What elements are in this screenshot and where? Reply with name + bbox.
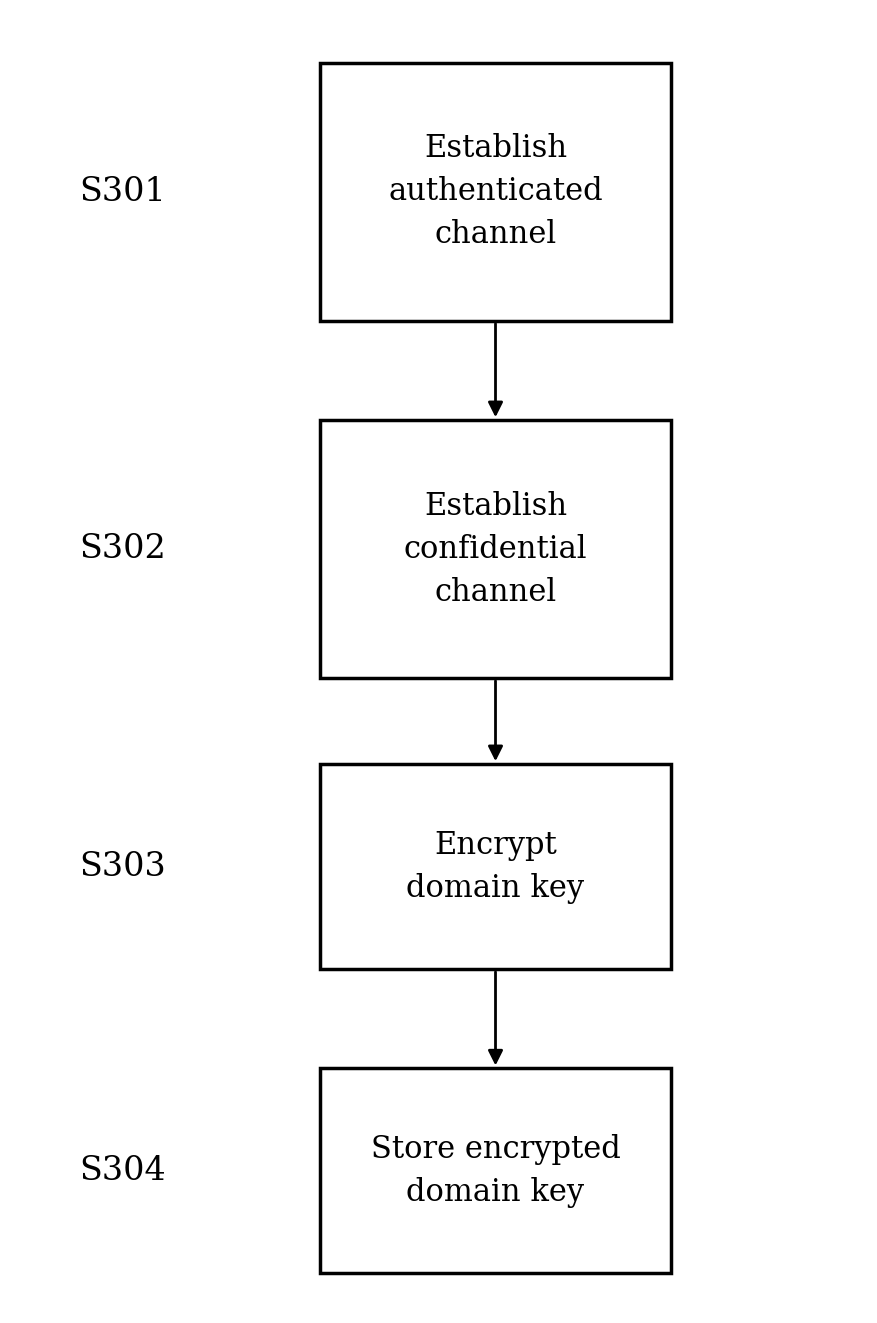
Text: Encrypt
domain key: Encrypt domain key (406, 830, 585, 904)
Text: S303: S303 (80, 851, 166, 882)
Text: Establish
confidential
channel: Establish confidential channel (403, 491, 588, 607)
Text: S304: S304 (80, 1155, 166, 1187)
Text: S302: S302 (80, 533, 166, 565)
FancyBboxPatch shape (320, 1069, 671, 1273)
FancyBboxPatch shape (320, 64, 671, 321)
Text: Establish
authenticated
channel: Establish authenticated channel (389, 134, 602, 250)
FancyBboxPatch shape (320, 765, 671, 968)
Text: S301: S301 (80, 176, 166, 208)
FancyBboxPatch shape (320, 421, 671, 679)
Text: Store encrypted
domain key: Store encrypted domain key (371, 1134, 620, 1208)
